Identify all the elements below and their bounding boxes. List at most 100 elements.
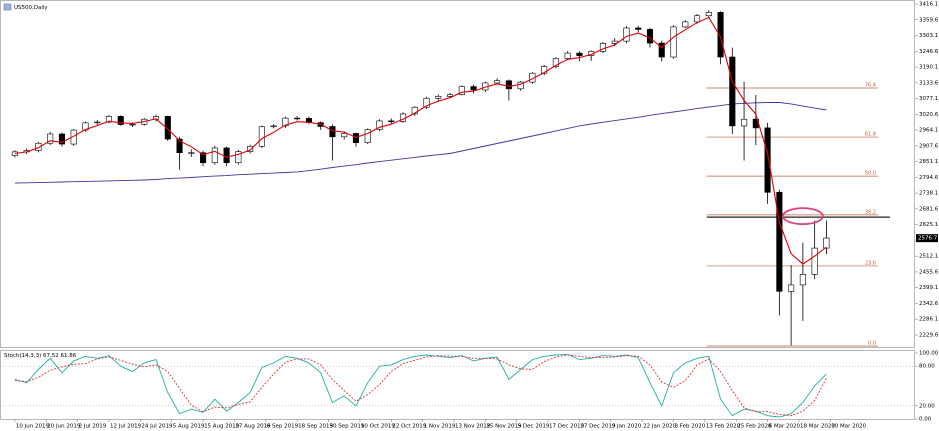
y-tick-label: 2399.1 [919,285,938,291]
candle-body [635,27,642,30]
y-tick-label: 2851.1 [919,159,938,165]
candle-body [717,12,724,58]
candle-body [693,15,701,23]
x-tick-label: 22 Oct 2019 [392,424,427,430]
candle-body [117,116,124,125]
candle-body [517,81,524,90]
x-tick-label: 5 Dec 2019 [518,424,550,430]
x-tick-label: 24 Jul 2019 [141,424,173,430]
candle-body [682,21,689,28]
candle-body [388,120,395,123]
y-tick-label: 3246.6 [919,49,939,55]
x-tick-label: 6 Sep 2019 [267,424,299,430]
x-tick-label: 12 Jul 2019 [110,424,142,430]
stochastic-line [14,354,827,417]
price-box [916,234,938,243]
candle-body [58,133,65,145]
candle-body [294,117,301,120]
candle-body [611,40,618,44]
osc-tick-label: 100.00 [919,351,939,357]
symbol-icon [3,3,12,11]
x-tick-label: 18 Sep 2019 [298,424,333,430]
candle-body [564,52,571,59]
y-tick-label: 2738.1 [919,191,938,197]
x-tick-label: 6 Mar 2020 [769,424,801,430]
x-tick-label: 30 Mar 2020 [831,424,866,430]
stochastic-line [14,353,827,418]
candle-body [94,121,101,124]
candle-body [329,126,336,138]
candle-body [364,129,371,143]
x-tick-label: 27 Dec 2019 [580,424,616,430]
candle-body [129,123,136,126]
oscillator-title: Stoch(14,3,3) 67.52 61.86 [4,353,77,359]
candle-body [599,43,606,52]
fib-label: 76.4 [865,82,876,88]
fib-label: 0.0 [868,341,876,347]
fib-label: 50.0 [865,171,876,177]
candle-body [799,274,806,286]
candle-body [764,127,771,193]
candle-body [729,56,736,127]
y-tick-label: 2512.1 [919,254,938,260]
y-tick-label: 2964.1 [919,128,938,134]
y-tick-label: 2625.1 [919,222,938,228]
candle-body [823,237,830,249]
x-tick-label: 15 Aug 2019 [204,424,240,430]
candle-body [282,117,289,127]
x-tick-label: 25 Nov 2019 [486,424,522,430]
osc-tick-label: 80.00 [919,364,935,370]
x-tick-label: 18 Mar 2020 [800,424,835,430]
candle-body [505,80,512,90]
osc-tick-label: 20.00 [919,403,935,409]
candle-body [164,116,171,140]
candle-body [211,147,218,164]
candle-body [270,125,277,128]
candle-body [776,192,783,292]
x-tick-label: 3 Feb 2020 [675,424,706,430]
x-tick-label: 10 Oct 2019 [361,424,396,430]
x-tick-label: 13 Nov 2019 [455,424,491,430]
candle-body [176,138,183,154]
y-tick-label: 3416.1 [919,1,938,7]
x-tick-label: 25 Feb 2020 [737,424,772,430]
candle-body [811,247,818,275]
candle-body [458,86,465,95]
y-tick-label: 2229.6 [919,332,939,338]
fib-label: 38.2 [865,209,876,215]
candle-body [670,26,677,58]
candle-body [741,118,748,127]
candle-body [435,96,442,99]
moving-average [14,102,827,184]
x-tick-label: 5 Aug 2019 [173,424,205,430]
candle-body [447,94,454,97]
y-tick-label: 2681.6 [919,206,939,212]
x-tick-label: 27 Aug 2019 [235,424,271,430]
x-tick-label: 1 Nov 2019 [424,424,456,430]
candle-body [423,98,430,108]
fib-label: 61.8 [865,132,876,138]
y-tick-label: 2342.6 [919,301,939,307]
candle-body [235,151,242,164]
y-tick-label: 3359.6 [919,17,939,23]
candle-body [352,133,360,143]
x-tick-label: 22 Jan 2020 [643,424,676,430]
candle-body [576,52,583,56]
y-tick-label: 2455.6 [919,269,939,275]
y-tick-label: 2794.6 [919,175,939,181]
candle-body [552,58,559,67]
candle-body [788,284,795,292]
main-frame [0,0,915,348]
x-tick-label: 9 Jan 2020 [612,424,642,430]
current-price: 2576.7 [918,236,938,242]
y-tick-label: 3133.6 [919,80,939,86]
y-tick-label: 3077.1 [919,96,938,102]
y-tick-label: 2286.1 [919,317,938,323]
candle-body [470,86,477,91]
osc-tick-label: 0.00 [919,417,932,423]
candle-body [705,12,712,17]
candle-body [623,27,630,42]
y-tick-label: 3020.6 [919,112,939,118]
